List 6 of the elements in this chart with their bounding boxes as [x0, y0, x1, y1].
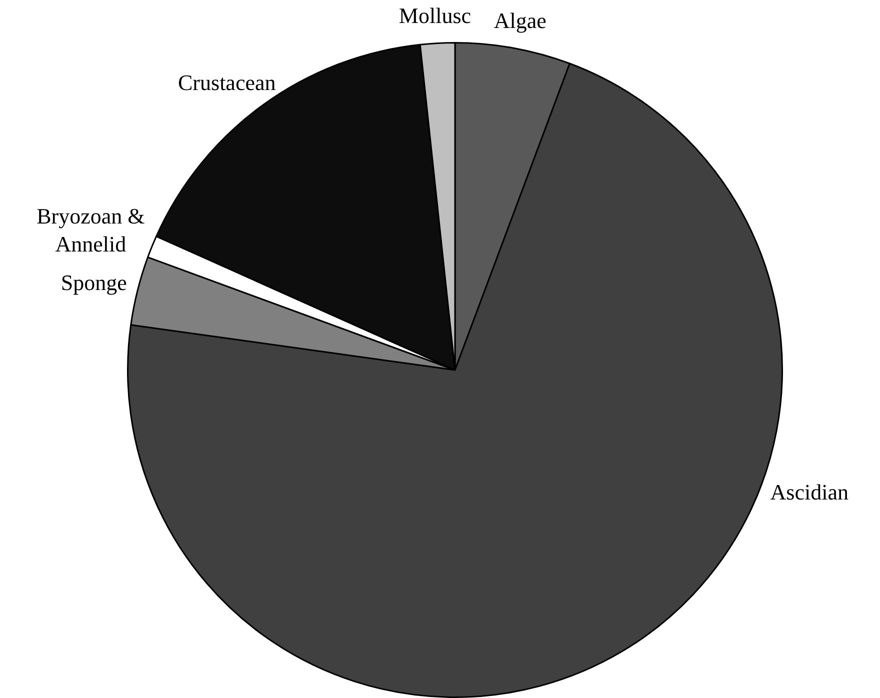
slice-label: Bryozoan & Annelid — [36, 203, 145, 256]
slice-label: Algae — [494, 8, 546, 34]
slice-label: Ascidian — [770, 480, 848, 505]
slice-label: Sponge — [60, 270, 127, 296]
slice-label: Crustacean — [178, 70, 276, 95]
slice-label: Mollusc — [398, 3, 472, 28]
